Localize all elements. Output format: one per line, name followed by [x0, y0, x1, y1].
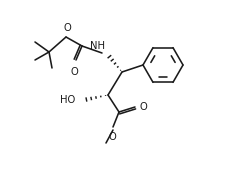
- Text: O: O: [140, 102, 148, 112]
- Text: O: O: [108, 132, 116, 142]
- Text: NH: NH: [90, 41, 105, 51]
- Text: O: O: [63, 23, 71, 33]
- Text: HO: HO: [60, 95, 75, 105]
- Text: O: O: [70, 67, 78, 77]
